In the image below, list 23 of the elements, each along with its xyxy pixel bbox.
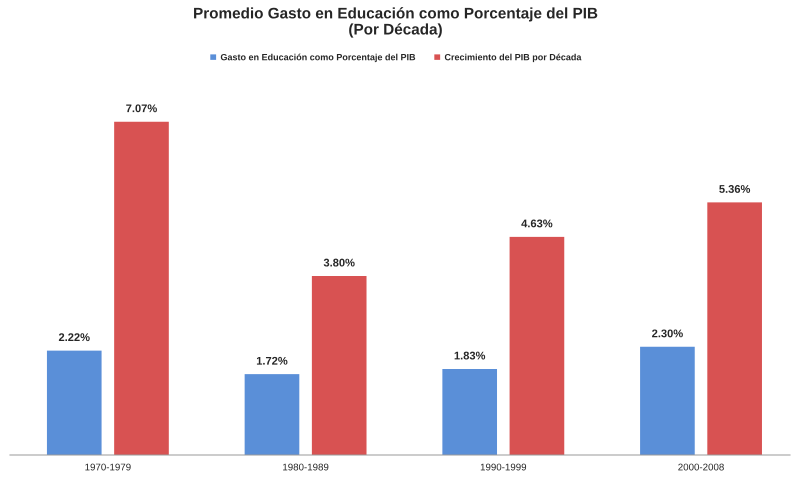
x-tick-label: 2000-2008 xyxy=(678,464,724,470)
data-label: 2.22% xyxy=(58,333,90,342)
legend-label: Gasto en Educación como Porcentaje del PIB xyxy=(220,54,416,62)
x-tick-label: 1980-1989 xyxy=(283,464,328,470)
data-label: 1.83% xyxy=(454,352,486,360)
x-tick-label: 1990-1999 xyxy=(480,464,526,470)
bar xyxy=(311,275,368,455)
x-tick-label: 1970-1979 xyxy=(85,464,131,470)
bar xyxy=(244,373,300,455)
data-label: 1.72% xyxy=(256,356,288,365)
data-label: 4.63% xyxy=(521,220,552,228)
bar xyxy=(46,350,102,455)
bar xyxy=(706,202,763,455)
data-label: 3.80% xyxy=(324,258,355,267)
bar xyxy=(639,346,696,455)
data-label: 7.07% xyxy=(126,104,157,112)
legend-label: Crecimiento del PIB por Década xyxy=(444,54,582,62)
bar xyxy=(442,368,498,455)
chart-title: Promedio Gasto en Educación como Porcentaje del PIB (Por Década) xyxy=(194,7,598,38)
bar xyxy=(113,121,170,455)
bar xyxy=(508,236,565,455)
data-label: 5.36% xyxy=(719,185,750,193)
data-label: 2.30% xyxy=(652,329,683,338)
